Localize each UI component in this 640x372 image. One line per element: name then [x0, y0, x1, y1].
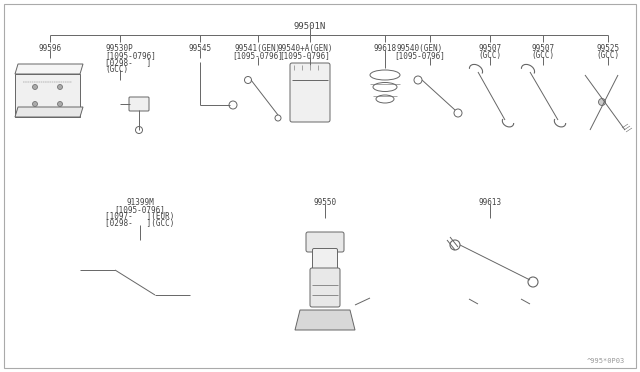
Text: (GCC): (GCC) [105, 65, 128, 74]
Circle shape [33, 84, 38, 90]
Text: ^995*0P03: ^995*0P03 [587, 358, 625, 364]
Polygon shape [15, 74, 80, 117]
Circle shape [58, 84, 63, 90]
Text: [1095-0796]: [1095-0796] [232, 51, 284, 60]
Text: (GCC): (GCC) [531, 51, 555, 60]
Polygon shape [15, 64, 83, 74]
Text: 91399M: 91399M [126, 198, 154, 207]
FancyBboxPatch shape [310, 268, 340, 307]
Text: 99530P: 99530P [105, 44, 132, 53]
Circle shape [58, 102, 63, 106]
Text: 99545: 99545 [188, 44, 212, 53]
FancyBboxPatch shape [306, 232, 344, 252]
Polygon shape [295, 310, 355, 330]
Text: [1095-0796]: [1095-0796] [105, 51, 156, 60]
FancyBboxPatch shape [290, 63, 330, 122]
Text: 99541(GEN): 99541(GEN) [235, 44, 281, 53]
Text: (GCC): (GCC) [479, 51, 502, 60]
FancyBboxPatch shape [312, 248, 337, 272]
Text: [0298-   ]: [0298- ] [105, 58, 151, 67]
Text: 99540(GEN): 99540(GEN) [397, 44, 443, 53]
Text: 99525: 99525 [596, 44, 620, 53]
Text: 99501N: 99501N [294, 22, 326, 31]
Text: (GCC): (GCC) [596, 51, 620, 60]
Text: 99550: 99550 [314, 198, 337, 207]
FancyBboxPatch shape [129, 97, 149, 111]
Text: [0298-   ](GCC): [0298- ](GCC) [106, 219, 175, 228]
Text: 99618: 99618 [373, 44, 397, 53]
Text: 99613: 99613 [479, 198, 502, 207]
Polygon shape [15, 107, 83, 117]
Text: [1097-   ](EUR): [1097- ](EUR) [106, 212, 175, 221]
Text: 99507: 99507 [479, 44, 502, 53]
Circle shape [598, 99, 605, 106]
Text: 99507: 99507 [531, 44, 555, 53]
Text: [1095-0796]: [1095-0796] [280, 51, 330, 60]
Text: 99540+A(GEN): 99540+A(GEN) [277, 44, 333, 53]
Circle shape [33, 102, 38, 106]
Text: 99596: 99596 [38, 44, 61, 53]
Text: [1095-0796]: [1095-0796] [395, 51, 445, 60]
Text: [1095-0796]: [1095-0796] [115, 205, 165, 214]
